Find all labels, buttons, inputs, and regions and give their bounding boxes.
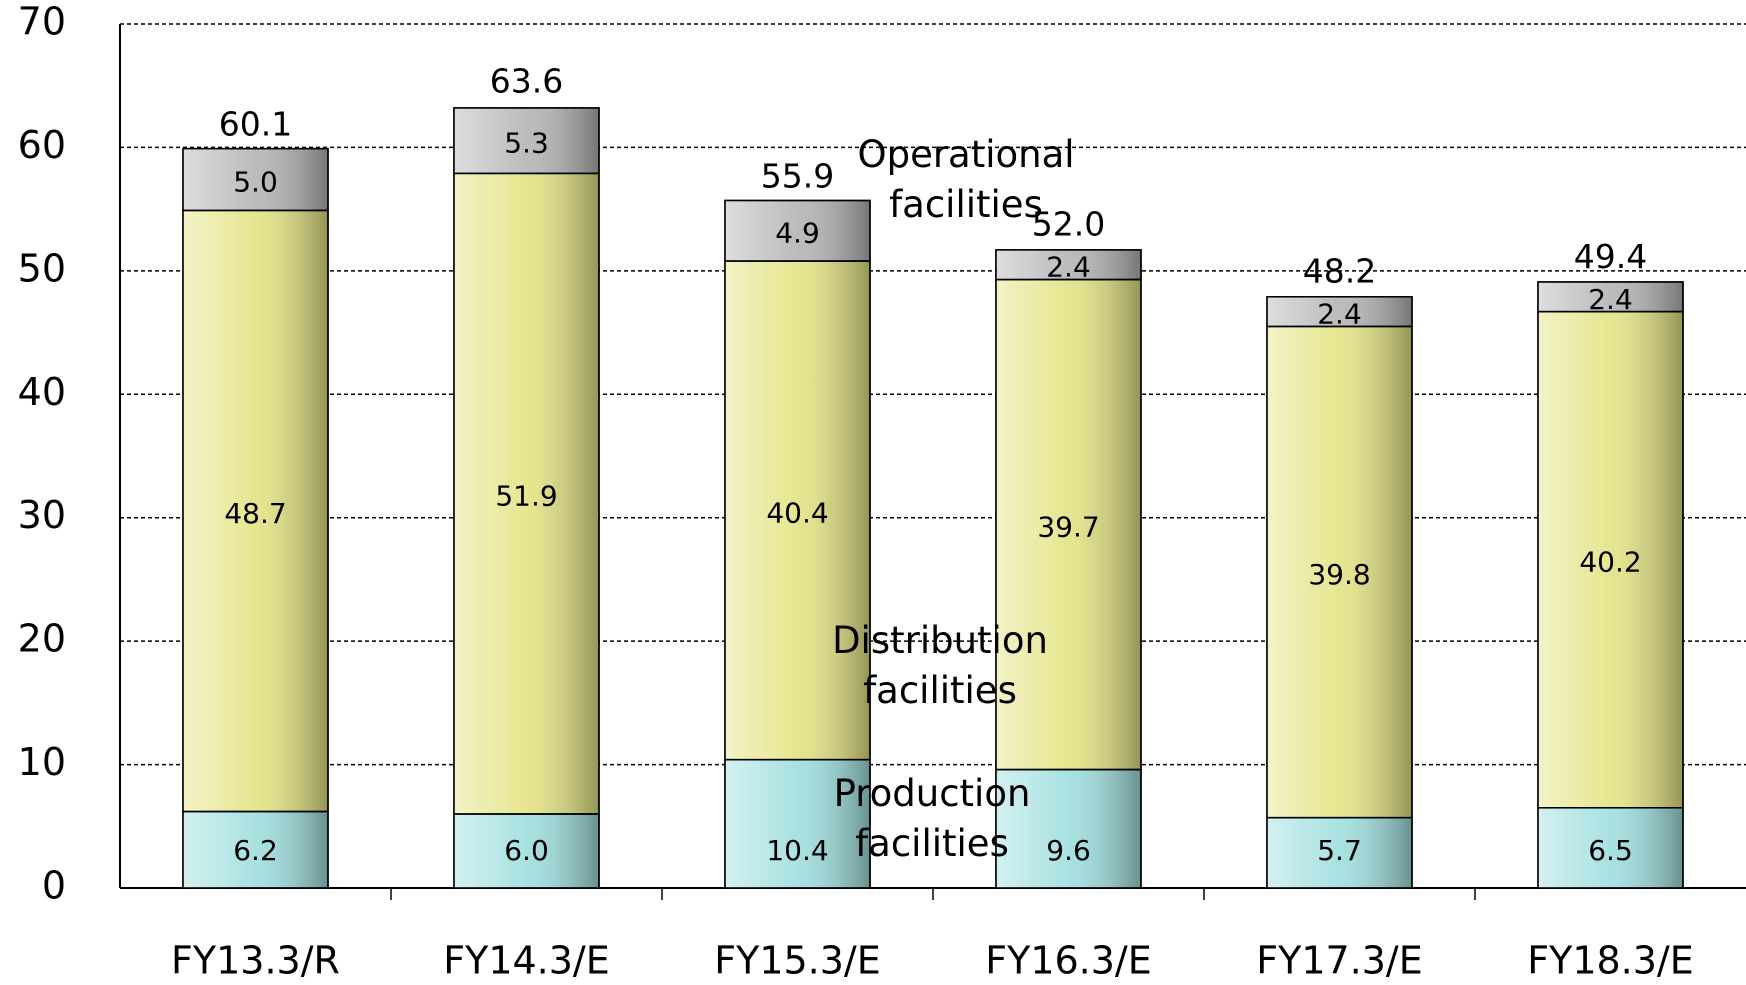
y-tick-label: 40 — [18, 370, 66, 414]
bar-shade — [995, 278, 1142, 771]
y-tick-label: 60 — [18, 123, 66, 167]
bar-shade — [724, 758, 871, 889]
total-label: 55.9 — [761, 157, 834, 196]
bar-shade — [1537, 807, 1684, 889]
y-tick-label: 50 — [18, 246, 66, 290]
bar-shade — [1266, 816, 1413, 889]
bar-shade — [182, 810, 329, 889]
series-label-line: Production — [834, 772, 1031, 815]
bar-shade — [1266, 325, 1413, 819]
total-label: 49.4 — [1574, 237, 1647, 276]
segment-label: 6.2 — [233, 834, 278, 867]
bar-shade — [724, 260, 871, 761]
y-tick-label: 10 — [18, 740, 66, 784]
segment-label: 5.7 — [1317, 834, 1362, 867]
bar-shade — [182, 209, 329, 813]
segment-label: 2.4 — [1046, 251, 1091, 284]
y-tick-label: 0 — [42, 864, 66, 908]
series-label-line: facilities — [863, 669, 1017, 712]
segment-label: 6.0 — [504, 834, 549, 867]
x-tick-label: FY15.3/E — [714, 939, 881, 983]
bar-shade — [995, 249, 1142, 281]
y-tick-label: 20 — [18, 617, 66, 661]
total-label: 60.1 — [219, 105, 292, 144]
segment-label: 5.0 — [233, 166, 278, 199]
segment-label: 6.5 — [1588, 834, 1633, 867]
bar-shade — [724, 199, 871, 262]
segment-label: 9.6 — [1046, 834, 1091, 867]
segment-label: 39.7 — [1037, 511, 1099, 544]
segment-label: 2.4 — [1588, 283, 1633, 316]
segment-label: 4.9 — [775, 217, 820, 250]
segment-label: 40.2 — [1579, 546, 1641, 579]
bar-shade — [1537, 281, 1684, 313]
bar-shade — [1266, 296, 1413, 328]
series-label-line: Distribution — [832, 619, 1048, 662]
total-label: 52.0 — [1032, 205, 1105, 244]
series-label: Operational facilities — [857, 133, 1074, 226]
bar-shade — [453, 172, 600, 815]
bar-shade — [995, 768, 1142, 889]
series-label: Production facilities — [834, 772, 1031, 865]
series-label: Distribution facilities — [832, 619, 1048, 712]
x-tick-label: FY13.3/R — [171, 939, 340, 983]
segment-label: 39.8 — [1308, 558, 1370, 591]
total-label: 48.2 — [1303, 252, 1376, 291]
segment-label: 48.7 — [224, 497, 286, 530]
segment-label: 5.3 — [504, 127, 549, 160]
segment-label: 51.9 — [495, 480, 557, 513]
y-tick-label: 70 — [18, 0, 66, 44]
series-label-line: facilities — [855, 822, 1009, 865]
y-tick-label: 30 — [18, 493, 66, 537]
bar-shade — [182, 147, 329, 212]
x-tick-label: FY17.3/E — [1256, 939, 1423, 983]
series-label-line: facilities — [889, 183, 1043, 226]
segment-label: 10.4 — [766, 834, 828, 867]
total-label: 63.6 — [490, 61, 563, 100]
bar-shade — [453, 107, 600, 175]
x-tick-label: FY16.3/E — [985, 939, 1152, 983]
x-tick-label: FY14.3/E — [443, 939, 610, 983]
segment-label: 2.4 — [1317, 298, 1362, 331]
series-label-line: Operational — [857, 133, 1074, 176]
segment-label: 40.4 — [766, 496, 828, 529]
x-tick-label: FY18.3/E — [1527, 939, 1694, 983]
